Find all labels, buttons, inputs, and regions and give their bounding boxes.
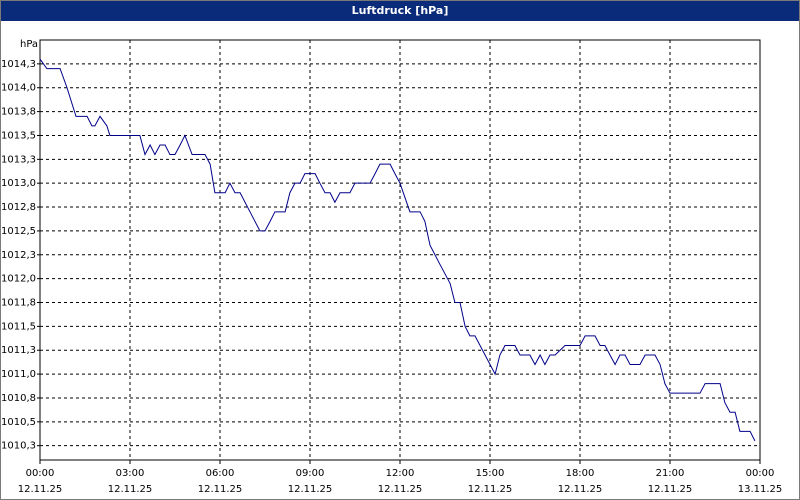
y-axis-label: hPa (20, 39, 38, 50)
y-tick-label: 1011,3 (1, 345, 36, 356)
x-tick-label: 15:00 (476, 468, 505, 479)
x-tick-label: 03:00 (116, 468, 145, 479)
x-tick-label: 06:00 (206, 468, 235, 479)
y-tick-label: 1014,0 (1, 83, 36, 94)
x-tick-label: 00:00 (746, 468, 775, 479)
x-tick-date: 12.11.25 (648, 484, 693, 495)
y-tick-label: 1012,3 (1, 250, 36, 261)
y-tick-label: 1013,0 (1, 178, 36, 189)
x-tick-date: 12.11.25 (288, 484, 333, 495)
y-tick-label: 1010,8 (1, 393, 36, 404)
y-tick-label: 1011,0 (1, 369, 36, 380)
y-tick-label: 1011,8 (1, 298, 36, 309)
x-tick-label: 00:00 (26, 468, 55, 479)
x-tick-date: 12.11.25 (198, 484, 243, 495)
y-tick-label: 1010,3 (1, 441, 36, 452)
y-tick-label: 1012,8 (1, 202, 36, 213)
y-tick-label: 1012,0 (1, 274, 36, 285)
x-tick-date: 12.11.25 (18, 484, 63, 495)
x-tick-date: 12.11.25 (468, 484, 513, 495)
y-tick-label: 1013,8 (1, 107, 36, 118)
y-tick-label: 1011,5 (1, 321, 36, 332)
x-tick-label: 18:00 (566, 468, 595, 479)
x-tick-label: 09:00 (296, 468, 325, 479)
title-bar: Luftdruck [hPa] (1, 1, 799, 21)
x-tick-date: 12.11.25 (108, 484, 153, 495)
data-line (39, 58, 756, 442)
y-tick-label: 1014,3 (1, 59, 36, 70)
x-tick-date: 13.11.25 (738, 484, 783, 495)
y-tick-label: 1012,5 (1, 226, 36, 237)
x-tick-date: 12.11.25 (558, 484, 603, 495)
x-tick-label: 12:00 (386, 468, 415, 479)
y-tick-label: 1013,3 (1, 154, 36, 165)
x-tick-label: 21:00 (656, 468, 685, 479)
x-tick-date: 12.11.25 (378, 484, 423, 495)
y-tick-label: 1013,5 (1, 130, 36, 141)
y-tick-label: 1010,5 (1, 417, 36, 428)
